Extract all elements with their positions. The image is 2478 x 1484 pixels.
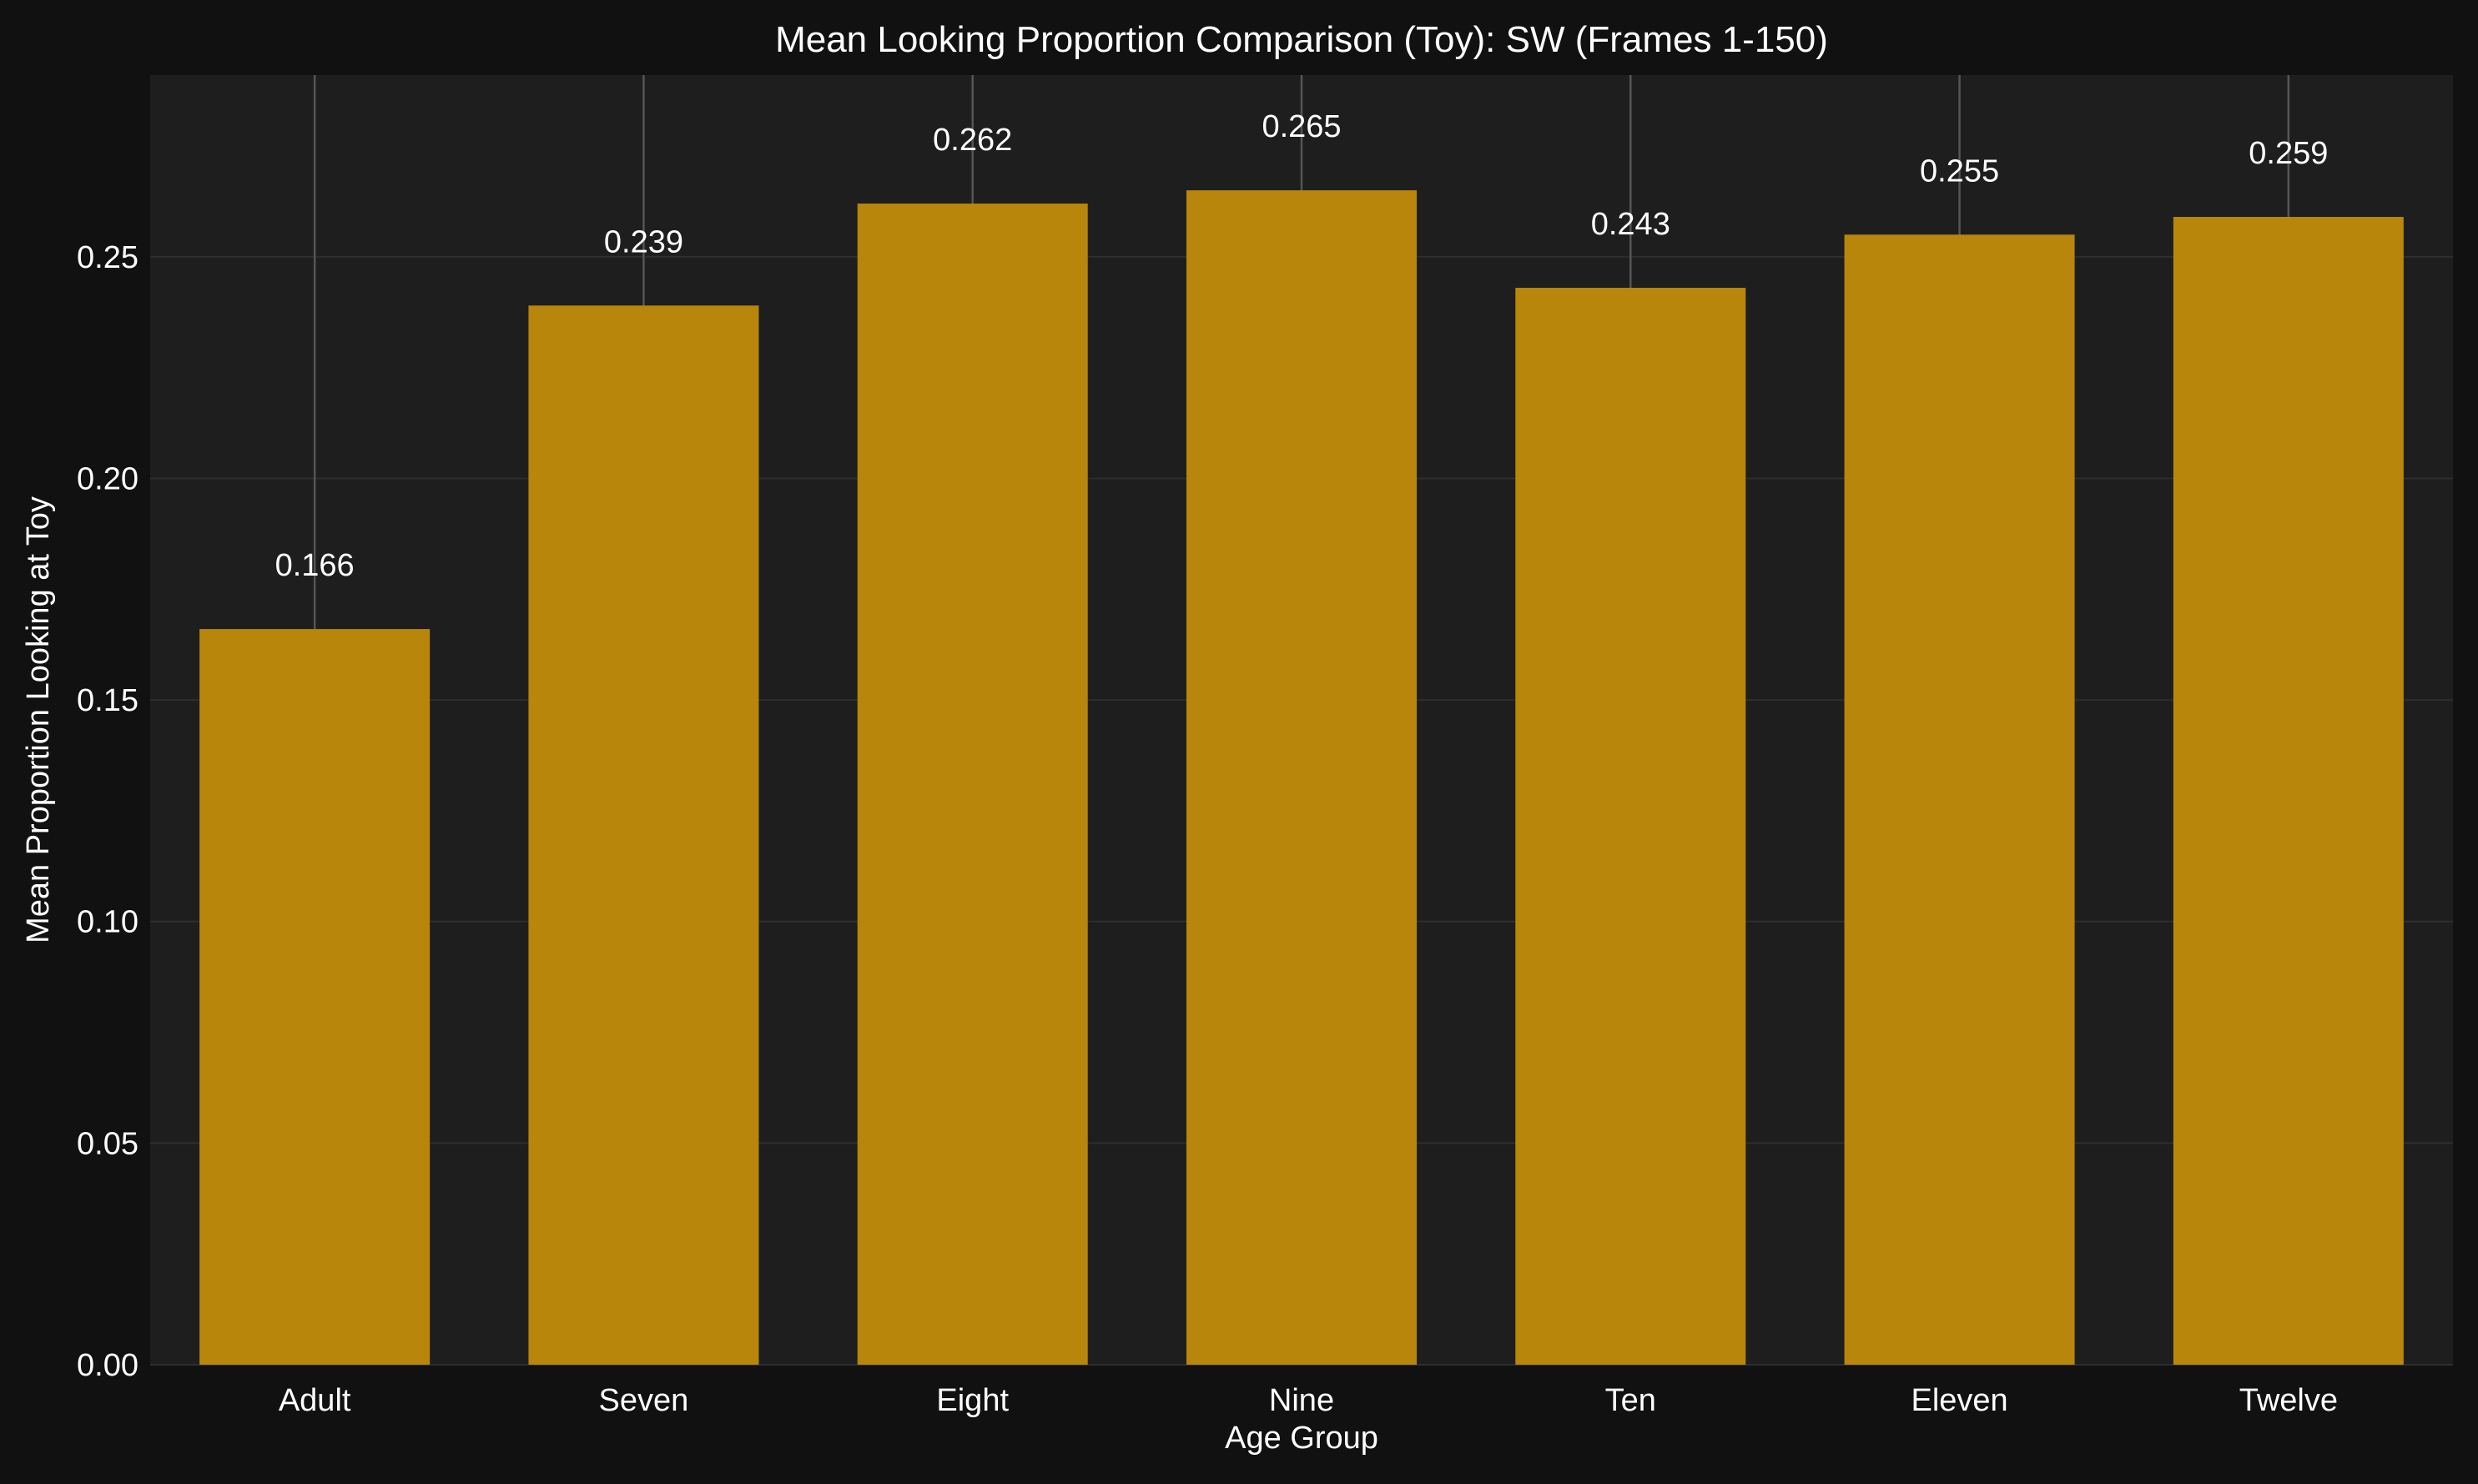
x-tick-label: Twelve — [2239, 1383, 2338, 1418]
x-tick-label: Adult — [279, 1383, 351, 1418]
x-tick-label: Ten — [1605, 1383, 1656, 1418]
x-tick-label: Eleven — [1911, 1383, 2007, 1418]
value-label: 0.255 — [1920, 153, 1999, 189]
y-axis-label: Mean Proportion Looking at Toy — [21, 496, 56, 943]
x-tick-label: Nine — [1269, 1383, 1334, 1418]
value-label: 0.166 — [275, 548, 355, 583]
value-label: 0.239 — [604, 224, 683, 259]
value-labels: 0.166 0.239 0.262 0.265 0.243 0.255 0.259 — [275, 109, 2329, 583]
bar-adult — [199, 629, 431, 1365]
bar-nine — [1186, 190, 1417, 1365]
x-axis-label: Age Group — [1225, 1421, 1378, 1456]
x-tick-label: Eight — [936, 1383, 1009, 1418]
bars — [199, 190, 2404, 1366]
bar-eight — [857, 204, 1088, 1365]
y-tick-label: 0.25 — [77, 240, 139, 275]
y-tick-label: 0.20 — [77, 461, 139, 496]
value-label: 0.265 — [1262, 109, 1341, 144]
chart-title: Mean Looking Proportion Comparison (Toy)… — [775, 19, 1828, 60]
bar-eleven — [1844, 234, 2075, 1366]
y-axis-ticks: 0.00 0.05 0.10 0.15 0.20 0.25 — [77, 240, 139, 1383]
y-tick-label: 0.10 — [77, 905, 139, 940]
y-tick-label: 0.15 — [77, 683, 139, 718]
y-tick-label: 0.05 — [77, 1126, 139, 1161]
bar-twelve — [2173, 217, 2404, 1366]
value-label: 0.259 — [2249, 136, 2328, 171]
bar-seven — [528, 305, 759, 1365]
value-label: 0.243 — [1591, 207, 1670, 242]
y-tick-label: 0.00 — [77, 1348, 139, 1383]
x-tick-label: Seven — [599, 1383, 689, 1418]
value-label: 0.262 — [933, 123, 1012, 158]
bar-ten — [1515, 288, 1746, 1366]
x-axis-ticks: Adult Seven Eight Nine Ten Eleven Twelve — [279, 1383, 2338, 1418]
